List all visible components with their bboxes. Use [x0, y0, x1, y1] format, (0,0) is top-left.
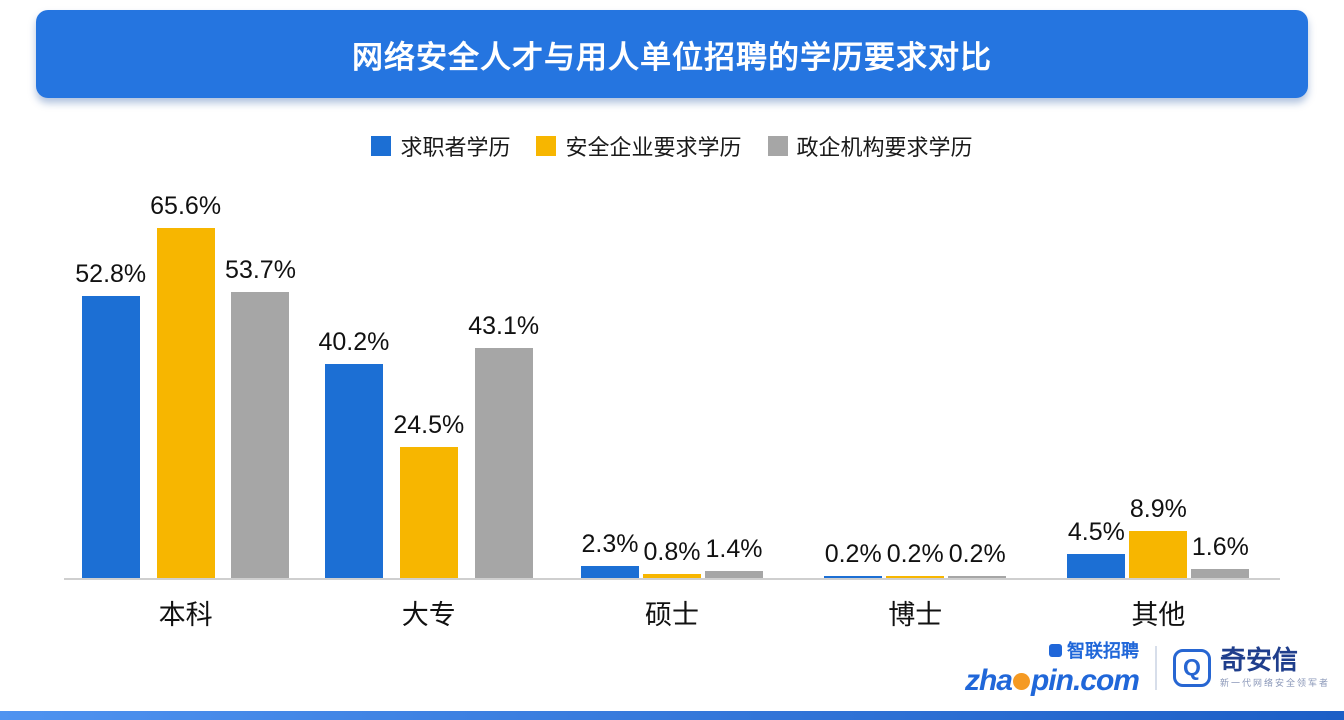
footer-logos: 智联招聘 zha pin.com Q 奇安信 新一代网络安全领军者 [965, 637, 1330, 698]
category-label: 大专 [401, 599, 456, 630]
bar [156, 228, 215, 578]
legend-swatch [536, 136, 557, 156]
bar-group: 40.2% 24.5% 43.1% [307, 312, 550, 578]
chart-title: 网络安全人才与用人单位招聘的学历要求对比 [352, 39, 992, 75]
zhaopin-wordmark-right: pin.com [1030, 664, 1140, 697]
bar-column: 53.7% [225, 255, 296, 578]
bar [1129, 530, 1188, 578]
bar-column: 0.8% [643, 538, 701, 578]
value-label: 52.8% [75, 260, 147, 289]
value-label: 65.6% [150, 192, 222, 220]
bar [324, 363, 383, 578]
bar-chart: 52.8% 65.6% 53.7% 40.2% 24.5% 43.1% 2.3% 0.8% 1.… [64, 180, 1280, 634]
bar-column: 40.2% [318, 328, 389, 578]
zhaopin-cn-text: 智联招聘 [1066, 641, 1139, 661]
bar [705, 570, 763, 578]
chart-legend: 求职者学历 安全企业要求学历 政企机构要求学历 [0, 130, 1344, 162]
bar-column: 24.5% [393, 411, 464, 578]
bar [824, 576, 883, 578]
value-label: 4.5% [1067, 518, 1125, 546]
bar-column: 65.6% [150, 192, 221, 578]
bottom-accent-strip [0, 711, 1344, 720]
bar-column: 1.6% [1191, 533, 1250, 578]
legend-item: 安全企业要求学历 [536, 130, 742, 162]
bar [474, 348, 533, 578]
bar-column: 2.3% [581, 530, 639, 578]
zhaopin-wordmark-left: zha [964, 664, 1013, 697]
bar-column: 8.9% [1129, 494, 1188, 578]
qianxin-text-block: 奇安信 新一代网络安全领军者 [1220, 646, 1330, 690]
bar-group: 2.3% 0.8% 1.4% [550, 530, 793, 578]
zhaopin-wordmark: zha pin.com [964, 664, 1140, 698]
legend-label: 求职者学历 [400, 135, 511, 160]
x-axis-line [64, 578, 1280, 580]
bar [1191, 569, 1250, 578]
value-label: 0.2% [824, 540, 882, 568]
qianxin-logo: Q 奇安信 新一代网络安全领军者 [1172, 646, 1330, 690]
bar-column: 52.8% [75, 260, 146, 578]
bar-column: 0.2% [948, 540, 1007, 578]
bar-column: 43.1% [468, 312, 539, 578]
bar-column: 1.4% [705, 535, 763, 578]
letter-o-dot-icon [1012, 672, 1030, 690]
bar-column: 0.2% [824, 540, 883, 578]
value-label: 2.3% [581, 529, 639, 558]
bar [399, 447, 458, 578]
bar [886, 576, 945, 578]
zhaopin-cn-row: 智联招聘 [1048, 637, 1139, 663]
qianxin-q-icon: Q [1172, 648, 1211, 687]
category-label: 博士 [888, 599, 943, 630]
category-label: 硕士 [645, 599, 699, 630]
zhaopin-icon [1048, 643, 1062, 657]
value-label: 8.9% [1129, 494, 1187, 523]
value-label: 0.2% [948, 540, 1006, 568]
bar-group: 52.8% 65.6% 53.7% [64, 192, 307, 578]
value-label: 43.1% [468, 312, 540, 341]
bar [1067, 554, 1126, 578]
bar-group: 0.2% 0.2% 0.2% [794, 540, 1037, 578]
value-label: 1.6% [1191, 533, 1249, 562]
zhaopin-logo: 智联招聘 zha pin.com [964, 637, 1140, 698]
value-label: 0.8% [643, 537, 701, 566]
value-label: 53.7% [225, 255, 296, 284]
legend-label: 安全企业要求学历 [565, 135, 742, 160]
legend-item: 政企机构要求学历 [767, 130, 973, 162]
bars-area: 52.8% 65.6% 53.7% 40.2% 24.5% 43.1% 2.3% 0.8% 1.… [64, 192, 1280, 578]
legend-item: 求职者学历 [371, 130, 510, 162]
legend-swatch [371, 136, 392, 156]
category-label: 其他 [1131, 599, 1186, 630]
category-axis: 本科 大专 硕士 博士 其他 [64, 590, 1280, 634]
category-label: 本科 [158, 599, 213, 630]
legend-swatch [767, 136, 788, 156]
legend-label: 政企机构要求学历 [796, 135, 973, 160]
bar-column: 0.2% [886, 540, 945, 578]
chart-title-banner: 网络安全人才与用人单位招聘的学历要求对比 [36, 10, 1308, 98]
value-label: 0.2% [886, 540, 944, 568]
value-label: 24.5% [393, 411, 465, 440]
value-label: 40.2% [318, 327, 390, 356]
bar [948, 576, 1007, 578]
logo-divider [1154, 645, 1157, 690]
bar-group: 4.5% 8.9% 1.6% [1037, 495, 1280, 578]
bar-column: 4.5% [1067, 518, 1126, 578]
bar [643, 573, 701, 578]
qianxin-tagline: 新一代网络安全领军者 [1219, 678, 1330, 689]
value-label: 1.4% [705, 534, 763, 563]
bar [231, 291, 290, 578]
qianxin-name: 奇安信 [1219, 644, 1298, 675]
bar [81, 296, 140, 578]
bar [581, 565, 639, 578]
